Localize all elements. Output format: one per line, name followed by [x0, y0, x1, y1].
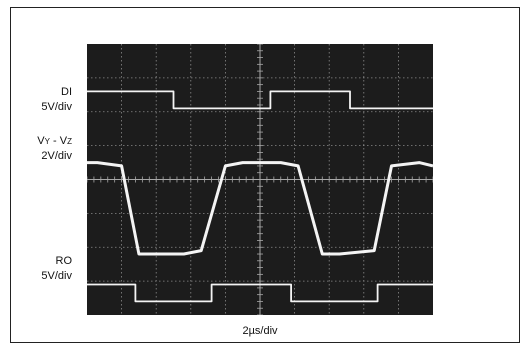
vyvz-label: VY - VZ 2V/div [12, 134, 72, 164]
grid [87, 44, 433, 315]
di-name: DI [61, 86, 72, 98]
vyvz-scale: 2V/div [41, 150, 72, 162]
trace-di [87, 90, 433, 110]
oscilloscope-screen [87, 44, 433, 315]
vyvz-name: VY - VZ [37, 135, 72, 147]
trace-vyvz [87, 161, 433, 256]
trace-ro [87, 283, 433, 303]
x-axis-label: 2µs/div [242, 325, 278, 337]
traces [87, 90, 433, 303]
di-label: DI 5V/div [20, 85, 72, 115]
di-scale: 5V/div [41, 101, 72, 113]
ro-label: RO 5V/div [20, 254, 72, 284]
ro-name: RO [55, 255, 73, 267]
ro-scale: 5V/div [41, 270, 72, 282]
